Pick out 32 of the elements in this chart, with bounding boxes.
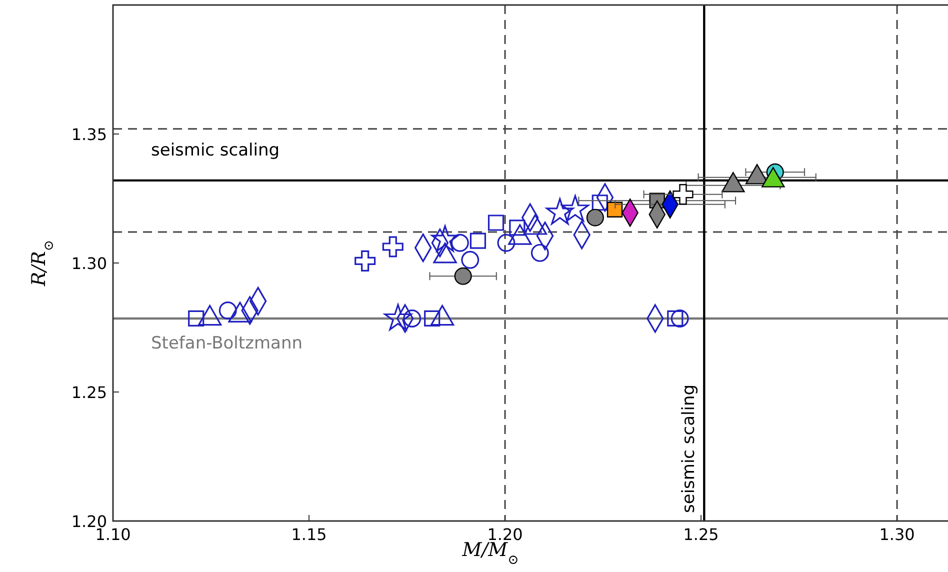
point [424, 310, 440, 327]
point [450, 234, 469, 252]
point [354, 250, 376, 272]
x-axis-title: M/M$_{⊙}$ [461, 539, 519, 568]
x-tick-label: 1.30 [879, 525, 915, 544]
ref-line-label: seismic scaling [679, 384, 700, 513]
y-tick-label: 1.25 [71, 383, 107, 402]
point [188, 310, 204, 327]
ref-line-label: Stefan-Boltzmann [151, 333, 303, 354]
point [546, 198, 574, 225]
x-tick-label: 1.25 [683, 525, 719, 544]
point [403, 310, 422, 328]
point [670, 310, 689, 328]
y-tick-label: 1.30 [71, 254, 107, 273]
point [431, 225, 459, 252]
point [672, 184, 694, 205]
ref-line-label: seismic scaling [151, 140, 280, 160]
point [488, 214, 504, 231]
point [586, 208, 604, 226]
point [561, 195, 589, 222]
point [384, 304, 412, 330]
point [454, 267, 472, 285]
point [606, 202, 623, 218]
point [382, 236, 404, 258]
point [530, 244, 549, 262]
point [667, 310, 684, 327]
y-tick-label: 1.35 [71, 125, 107, 144]
x-tick-label: 1.15 [291, 525, 327, 544]
point [470, 232, 486, 249]
point [218, 302, 237, 320]
point [497, 234, 516, 252]
point [461, 250, 480, 269]
